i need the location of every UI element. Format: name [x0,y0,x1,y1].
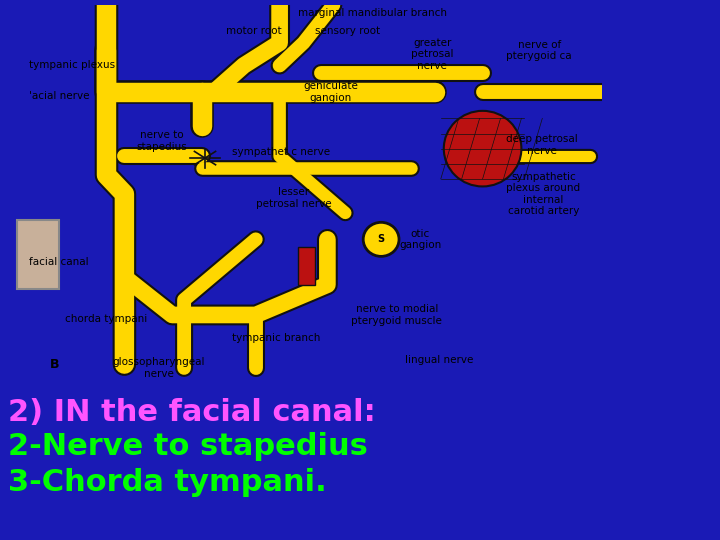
Text: tympanic branch: tympanic branch [232,333,320,343]
Text: lingual nerve: lingual nerve [405,355,473,366]
Text: nerve of
pterygoid ca: nerve of pterygoid ca [506,39,572,61]
Text: lesser
petrosaI nerve: lesser petrosaI nerve [256,187,331,208]
Text: B: B [50,357,59,370]
Text: sympathet c nerve: sympathet c nerve [232,147,330,158]
Bar [17,220,59,288]
Text: otic
gangion: otic gangion [399,228,441,250]
Text: 2) IN the facial canal:: 2) IN the facial canal: [8,398,376,427]
Text: deep petrosal
nerve: deep petrosal nerve [506,134,578,156]
Text: 'acial nerve: 'acial nerve [29,91,89,101]
Text: tympanic plexus: tympanic plexus [29,60,115,71]
Text: geniculate
gangion: geniculate gangion [304,81,359,103]
Ellipse shape [363,222,399,256]
Text: greater
petrosaI
nerve: greater petrosaI nerve [411,38,454,71]
Bar [297,247,315,285]
Text: 3-Chorda tympani.: 3-Chorda tympani. [8,468,327,497]
Text: S: S [377,234,384,245]
Ellipse shape [444,111,521,186]
Text: motor root: motor root [226,26,282,37]
Text: glossopharyngeal
nerve: glossopharyngeal nerve [112,357,205,379]
Text: sympathetic
plexus around
internal
carotid artery: sympathetic plexus around internal carot… [506,172,580,217]
Text: nerve to modial
pterygoid muscle: nerve to modial pterygoid muscle [351,304,442,326]
Text: nerve to
stapedius: nerve to stapedius [136,130,187,152]
Text: sensory root: sensory root [315,26,381,37]
Text: 2-Nerve to stapedius: 2-Nerve to stapedius [8,432,368,461]
Text: marginal mandibular branch: marginal mandibular branch [297,8,446,18]
Text: facial canal: facial canal [29,257,89,267]
Text: chorda tympani: chorda tympani [65,314,147,324]
